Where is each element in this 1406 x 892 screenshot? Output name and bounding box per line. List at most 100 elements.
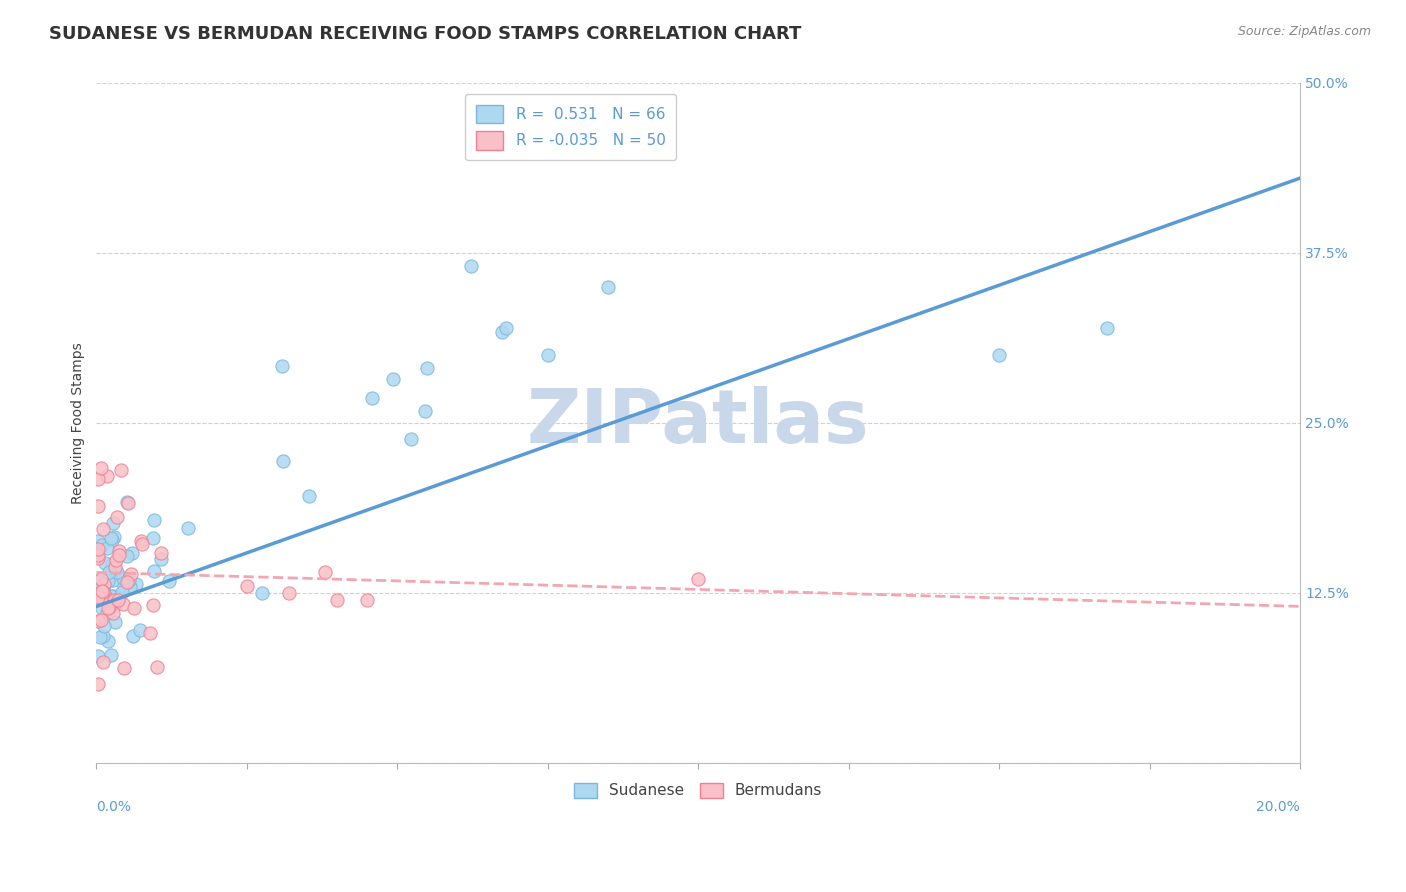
Point	[98, 570, 121, 584]
Point	[86, 534, 108, 549]
Point	[101, 573, 124, 587]
Text: SUDANESE VS BERMUDAN RECEIVING FOOD STAMPS CORRELATION CHART: SUDANESE VS BERMUDAN RECEIVING FOOD STAM…	[49, 25, 801, 43]
Point	[271, 454, 294, 468]
Point	[91, 583, 114, 598]
Point	[93, 591, 115, 605]
Point	[93, 584, 115, 599]
Point	[100, 590, 122, 604]
Point	[86, 677, 108, 691]
Point	[100, 533, 122, 548]
Point	[112, 597, 135, 611]
Point	[131, 537, 153, 551]
Point	[326, 592, 349, 607]
Point	[157, 574, 180, 588]
Point	[129, 624, 152, 638]
Y-axis label: Receiving Food Stamps: Receiving Food Stamps	[72, 342, 86, 504]
Point	[93, 619, 115, 633]
Point	[131, 533, 153, 548]
Point	[86, 591, 108, 605]
Point	[86, 614, 108, 628]
Point	[110, 462, 132, 476]
Point	[90, 460, 112, 475]
Point	[415, 404, 437, 418]
Point	[97, 600, 120, 615]
Text: ZIPatlas: ZIPatlas	[527, 386, 869, 459]
Point	[115, 575, 138, 590]
Point	[117, 496, 139, 510]
Point	[86, 499, 108, 513]
Text: 0.0%: 0.0%	[97, 800, 131, 814]
Legend: Sudanese, Bermudans: Sudanese, Bermudans	[567, 775, 830, 806]
Point	[94, 556, 117, 570]
Point	[298, 489, 321, 503]
Point	[96, 469, 118, 483]
Point	[146, 660, 169, 674]
Point	[96, 591, 118, 606]
Point	[93, 576, 115, 591]
Point	[87, 574, 110, 589]
Point	[149, 552, 172, 566]
Point	[491, 326, 513, 340]
Point	[108, 548, 131, 562]
Point	[91, 585, 114, 599]
Point	[105, 510, 128, 524]
Point	[460, 259, 482, 273]
Point	[104, 598, 127, 612]
Point	[115, 549, 138, 563]
Point	[103, 530, 125, 544]
Point	[117, 495, 139, 509]
Point	[91, 601, 114, 615]
Point	[537, 348, 560, 362]
Point	[90, 587, 112, 601]
Point	[314, 566, 336, 580]
Point	[688, 572, 710, 586]
Point	[112, 578, 135, 592]
Point	[250, 586, 273, 600]
Point	[270, 359, 292, 373]
Point	[121, 546, 143, 560]
Point	[103, 593, 125, 607]
Point	[96, 606, 118, 620]
Point	[104, 560, 127, 574]
Point	[98, 600, 121, 615]
Point	[112, 661, 135, 675]
Point	[111, 571, 134, 585]
Point	[143, 513, 166, 527]
Point	[142, 531, 165, 545]
Point	[107, 592, 129, 607]
Point	[90, 590, 112, 604]
Point	[143, 564, 166, 578]
Point	[596, 280, 619, 294]
Point	[90, 614, 112, 628]
Point	[104, 615, 127, 630]
Point	[111, 585, 134, 599]
Point	[87, 583, 110, 598]
Point	[150, 545, 173, 559]
Point	[93, 522, 115, 536]
Point	[91, 655, 114, 669]
Point	[89, 631, 111, 645]
Text: 20.0%: 20.0%	[1257, 800, 1301, 814]
Point	[100, 531, 122, 545]
Point	[93, 592, 115, 607]
Point	[101, 589, 124, 603]
Point	[382, 371, 405, 385]
Point	[86, 550, 108, 565]
Point	[97, 633, 120, 648]
Point	[236, 579, 259, 593]
Point	[495, 320, 517, 334]
Point	[118, 580, 141, 594]
Point	[98, 566, 121, 580]
Text: Source: ZipAtlas.com: Source: ZipAtlas.com	[1237, 25, 1371, 38]
Point	[96, 541, 118, 555]
Point	[121, 566, 143, 581]
Point	[361, 392, 384, 406]
Point	[97, 574, 120, 588]
Point	[87, 541, 110, 556]
Point	[142, 599, 165, 613]
Point	[107, 591, 129, 605]
Point	[105, 565, 128, 579]
Point	[139, 625, 162, 640]
Point	[988, 348, 1011, 362]
Point	[118, 573, 141, 587]
